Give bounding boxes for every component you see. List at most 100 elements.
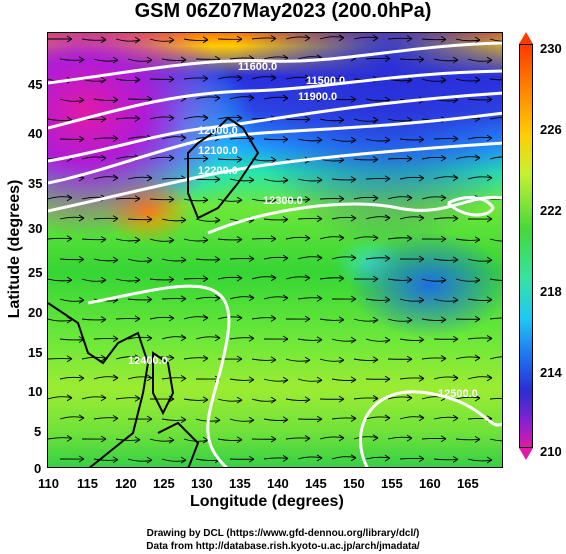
contour-label: 11900.0	[298, 91, 338, 103]
streamline	[285, 315, 311, 323]
height-contour	[446, 196, 495, 217]
streamline	[195, 294, 221, 302]
streamline	[93, 96, 119, 104]
y-tick: 0	[34, 461, 42, 476]
streamline	[161, 256, 187, 264]
streamline	[353, 34, 379, 42]
x-tick: 150	[343, 476, 365, 491]
streamline	[127, 56, 153, 64]
streamline	[319, 75, 345, 83]
streamline	[331, 95, 357, 103]
coastline	[48, 302, 150, 467]
streamline	[455, 36, 481, 44]
colorbar-tick: 226	[540, 122, 562, 137]
streamline	[115, 394, 141, 402]
streamline	[297, 254, 323, 262]
y-tick: 40	[28, 126, 43, 141]
height-contour	[87, 284, 231, 467]
streamline	[353, 234, 379, 242]
streamline	[433, 414, 459, 422]
streamline	[365, 296, 391, 304]
streamline	[59, 96, 85, 104]
streamline	[127, 95, 153, 103]
streamline	[195, 256, 221, 263]
streamline	[455, 436, 481, 443]
streamline	[48, 276, 73, 284]
streamline	[501, 338, 502, 339]
streamline	[489, 198, 502, 200]
streamline	[421, 276, 447, 284]
contour-label: 11600.0	[238, 61, 278, 73]
streamline	[195, 216, 221, 224]
streamline	[433, 456, 459, 463]
streamline	[501, 219, 502, 220]
streamline	[467, 374, 493, 382]
streamline	[59, 296, 85, 304]
streamline	[455, 276, 481, 284]
streamline	[489, 238, 502, 242]
streamline	[149, 314, 175, 322]
streamline	[399, 336, 425, 344]
streamline	[183, 354, 209, 362]
streamline	[387, 434, 413, 442]
streamline	[387, 316, 413, 324]
streamline	[399, 55, 425, 63]
y-tick: 20	[28, 305, 43, 320]
streamline	[217, 35, 243, 43]
streamline	[467, 456, 493, 464]
streamline	[467, 174, 493, 182]
contour-label: 12100.0	[198, 145, 238, 157]
streamline	[387, 194, 413, 202]
height-contour	[48, 111, 502, 185]
streamline	[127, 374, 153, 382]
streamline	[297, 454, 323, 462]
streamline	[93, 56, 119, 64]
streamline	[455, 76, 481, 84]
streamline	[455, 236, 481, 244]
streamline	[387, 155, 413, 163]
streamline	[183, 396, 209, 404]
x-tick: 140	[267, 476, 289, 491]
streamline	[387, 35, 413, 43]
streamline	[149, 195, 175, 203]
streamline	[319, 34, 345, 42]
streamline	[251, 396, 277, 404]
streamline	[319, 274, 345, 282]
credit-dcl: Drawing by DCL (https://www.gfd-dennou.o…	[146, 528, 420, 539]
streamline	[229, 176, 255, 184]
streamline	[285, 274, 311, 282]
streamline	[387, 276, 413, 284]
streamline	[353, 156, 379, 163]
colorbar-tick: 210	[540, 444, 562, 459]
y-tick: 45	[28, 77, 43, 92]
streamline	[251, 196, 277, 204]
streamline	[59, 414, 85, 422]
streamline	[297, 336, 323, 344]
y-tick: 15	[28, 345, 43, 360]
height-contour	[48, 41, 502, 85]
height-contour	[48, 141, 502, 213]
streamline	[353, 316, 379, 324]
streamline	[285, 34, 311, 42]
streamline	[93, 414, 119, 422]
streamline	[467, 296, 493, 304]
streamline	[467, 335, 493, 342]
streamline	[195, 175, 221, 183]
streamline	[421, 435, 447, 443]
streamline	[217, 114, 243, 122]
streamline	[149, 36, 175, 44]
streamline	[59, 336, 85, 343]
streamline	[489, 438, 502, 442]
streamline	[263, 176, 289, 184]
streamline	[297, 415, 323, 423]
map-plot-area: 11600.0 11500.0 11900.0 12000.0 12100.0 …	[47, 32, 503, 468]
streamline	[501, 178, 502, 179]
streamline	[297, 95, 323, 103]
streamline	[161, 134, 187, 142]
streamline	[217, 74, 243, 82]
x-tick: 135	[229, 476, 251, 491]
x-tick: 145	[305, 476, 327, 491]
coastline	[187, 116, 260, 220]
streamline	[59, 135, 85, 143]
streamline	[127, 296, 153, 303]
